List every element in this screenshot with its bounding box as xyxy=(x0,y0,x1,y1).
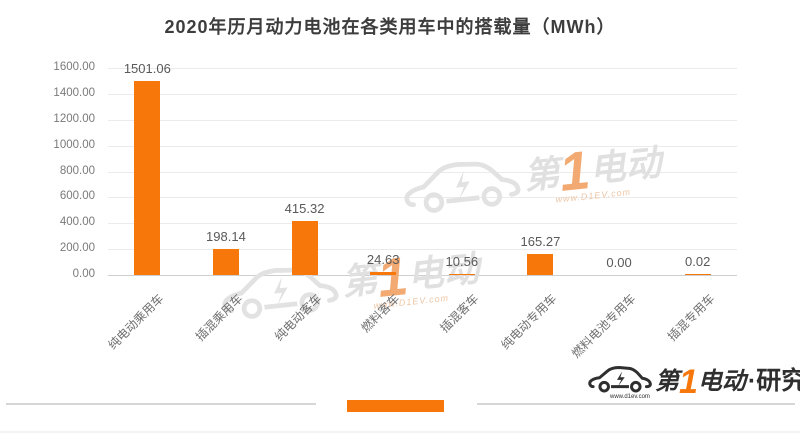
bar-value-label: 165.27 xyxy=(520,233,561,249)
gridline xyxy=(108,119,737,121)
bottom-divider-right xyxy=(477,403,795,405)
y-axis-tick-label: 600.00 xyxy=(59,190,95,203)
bar-value-label: 0.02 xyxy=(685,253,711,269)
gridline xyxy=(108,249,737,251)
bar-value-label: 198.14 xyxy=(206,229,246,245)
d1ev-research-logo: www.d1ev.com 第1电动·研究院 xyxy=(588,360,800,403)
bar-value-label: 0.00 xyxy=(606,255,632,270)
scrollbar-thumb[interactable] xyxy=(347,400,444,412)
gridline xyxy=(108,197,737,199)
logo-site-text: www.d1ev.com xyxy=(610,394,650,400)
bar xyxy=(370,271,397,275)
bar-value-label: 1501.06 xyxy=(123,60,171,76)
y-axis-tick-label: 200.00 xyxy=(59,242,95,255)
bar xyxy=(291,221,318,275)
watermark-d1ev: 第1电动 www.D1EV.com xyxy=(399,129,665,228)
car-icon xyxy=(222,267,339,319)
y-axis-tick-label: 1200.00 xyxy=(53,112,95,125)
bar xyxy=(134,80,161,275)
gridline xyxy=(108,93,737,95)
bar-value-label: 24.63 xyxy=(366,251,400,267)
bar-value-label: 415.32 xyxy=(284,201,325,217)
y-axis-tick-label: 1400.00 xyxy=(53,86,95,99)
chart-title: 2020年历月动力电池在各类用车中的搭载量（MWh） xyxy=(164,17,616,37)
y-axis-tick-label: 800.00 xyxy=(59,164,95,177)
y-axis-tick-label: 1000.00 xyxy=(53,138,95,151)
card-bottom-edge xyxy=(0,431,800,433)
gridline xyxy=(108,171,737,173)
watermark-d1ev: 第1电动 www.D1EV.com xyxy=(217,235,483,334)
bar xyxy=(212,249,239,275)
y-axis-tick-label: 0.00 xyxy=(72,268,95,280)
car-icon xyxy=(588,365,652,393)
bar xyxy=(684,273,711,275)
gridline xyxy=(108,223,737,225)
bottom-divider-left xyxy=(6,403,316,405)
bar-value-label: 10.56 xyxy=(445,253,479,269)
gridline xyxy=(108,68,737,69)
y-axis-tick-label: 400.00 xyxy=(59,216,95,229)
logo-text: 第1电动·研究院 xyxy=(655,362,800,401)
bar xyxy=(527,253,554,275)
x-axis-line xyxy=(108,275,737,276)
y-axis-tick-label: 1600.00 xyxy=(53,61,95,73)
gridline xyxy=(108,145,737,147)
car-icon xyxy=(404,161,521,213)
bar xyxy=(448,273,475,275)
